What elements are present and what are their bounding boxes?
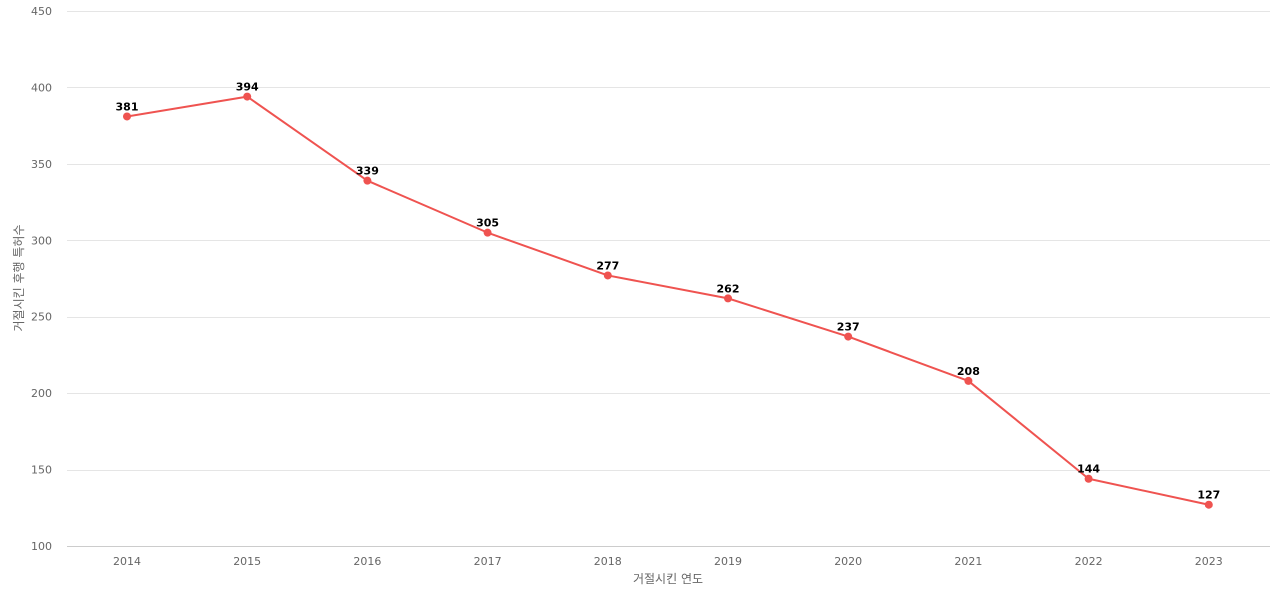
data-label: 144: [1077, 463, 1100, 476]
x-tick-label: 2016: [353, 555, 381, 568]
data-labels: 381 394 339 305 277 262 237 208 144 127: [116, 81, 1221, 502]
data-point: [1084, 474, 1093, 483]
data-point: [844, 332, 853, 341]
data-label: 394: [236, 81, 259, 94]
x-tick-label: 2023: [1195, 555, 1223, 568]
x-tick-label: 2019: [714, 555, 742, 568]
data-label: 339: [356, 165, 379, 178]
y-tick-label: 200: [31, 387, 52, 400]
y-tick-label: 150: [31, 464, 52, 477]
series-line: [126, 95, 1210, 506]
data-label: 305: [476, 217, 499, 230]
x-tick-labels: 2014 2015 2016 2017 2018 2019 2020 2021 2022 2023: [113, 555, 1223, 568]
x-tick-label: 2017: [474, 555, 502, 568]
y-tick-labels: 100 150 200 250 300 350 400 450: [31, 5, 52, 553]
x-tick-label: 2014: [113, 555, 141, 568]
y-axis-title: 거절시킨 후행 특허수: [11, 225, 26, 332]
data-label: 208: [957, 365, 980, 378]
data-label: 277: [596, 259, 619, 272]
y-tick-label: 450: [31, 5, 52, 18]
x-tick-label: 2021: [954, 555, 982, 568]
data-point: [724, 294, 732, 303]
y-tick-label: 250: [31, 311, 52, 324]
data-point: [123, 112, 131, 121]
data-point: [603, 271, 612, 280]
y-tick-label: 100: [31, 540, 52, 553]
data-point: [483, 228, 492, 237]
series-0: [123, 92, 1213, 509]
data-point: [964, 376, 973, 385]
gridlines: [67, 11, 1270, 471]
data-point: [243, 92, 252, 101]
data-label: 381: [116, 100, 139, 113]
x-tick-label: 2022: [1075, 555, 1103, 568]
data-label: 262: [717, 282, 740, 295]
data-label: 237: [837, 321, 860, 334]
data-point: [1204, 500, 1213, 509]
x-tick-label: 2015: [233, 555, 261, 568]
y-tick-label: 350: [31, 158, 52, 171]
y-tick-label: 300: [31, 234, 52, 247]
x-axis-title: 거절시킨 연도: [633, 572, 703, 586]
data-point: [363, 176, 372, 185]
data-label: 127: [1197, 489, 1220, 502]
x-tick-label: 2018: [594, 555, 622, 568]
x-tick-label: 2020: [834, 555, 862, 568]
y-tick-label: 400: [31, 81, 52, 94]
